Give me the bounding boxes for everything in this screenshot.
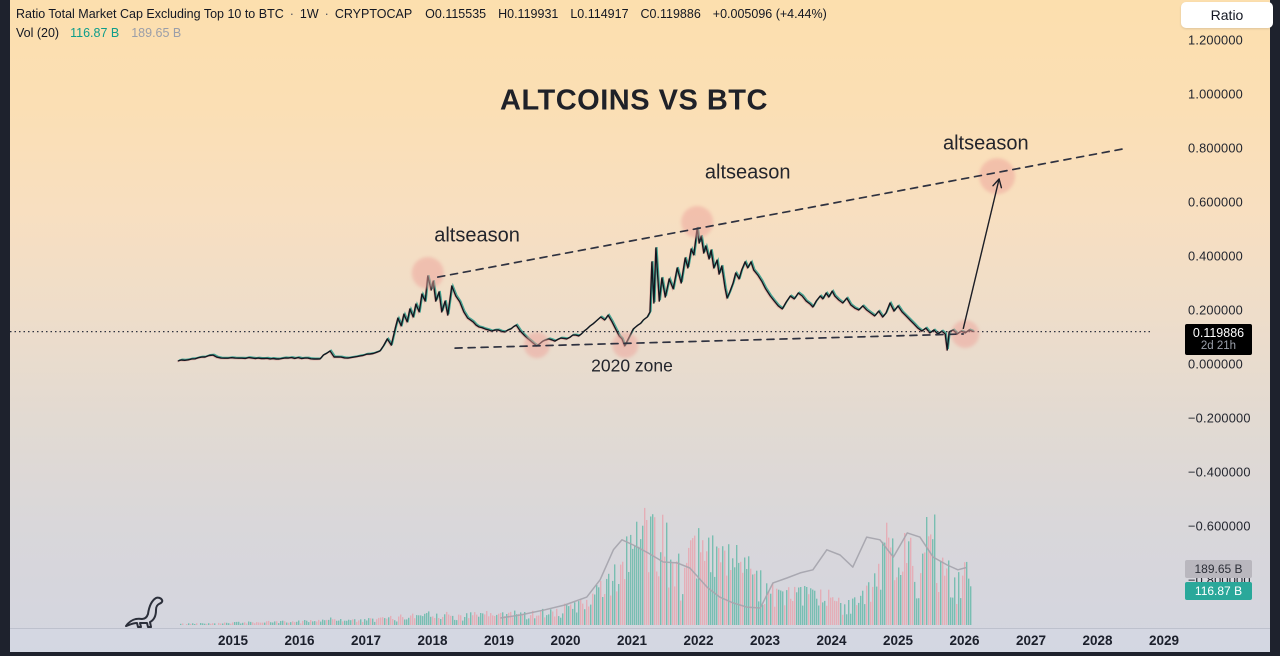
time-tick-label: 2015 bbox=[217, 633, 249, 648]
symbol-row: Ratio Total Market Cap Excluding Top 10 … bbox=[16, 6, 827, 23]
zone-2020-label: 2020 zone bbox=[591, 355, 673, 376]
left-edge-bar bbox=[0, 0, 10, 656]
price-tick-label: 0.400000 bbox=[1188, 248, 1243, 264]
time-tick-label: 2023 bbox=[749, 633, 781, 648]
separator-dot: · bbox=[289, 7, 294, 21]
price-tick-label: −0.200000 bbox=[1188, 410, 1251, 426]
close-value: C0.119886 bbox=[640, 7, 701, 21]
projection-arrow-head-2 bbox=[992, 178, 1000, 187]
time-tick-label: 2022 bbox=[683, 633, 714, 648]
altseason-label-2: altseason bbox=[704, 161, 791, 184]
ratio-button[interactable]: Ratio bbox=[1181, 2, 1273, 28]
time-tick-label: 2016 bbox=[284, 633, 315, 648]
volume-current-badge: 116.87 B bbox=[1185, 582, 1252, 600]
current-price-value: 0.119886 bbox=[1192, 326, 1245, 340]
exchange-label[interactable]: CRYPTOCAP bbox=[334, 7, 413, 21]
price-tick-label: 1.200000 bbox=[1188, 32, 1243, 48]
time-tick-label: 2026 bbox=[949, 633, 980, 648]
separator-dot: · bbox=[324, 7, 329, 21]
volume-indicator-label[interactable]: Vol (20) bbox=[16, 26, 60, 40]
volume-ma-badge: 189.65 B bbox=[1185, 560, 1252, 578]
volume-row: Vol (20) 116.87 B 189.65 B bbox=[16, 25, 827, 42]
price-tick-label: 0.000000 bbox=[1188, 356, 1243, 372]
price-tick-label: −0.600000 bbox=[1188, 518, 1251, 534]
volume-ma-line bbox=[500, 532, 967, 619]
price-line-teal-fringe bbox=[178, 226, 975, 361]
trendline-2 bbox=[454, 333, 965, 349]
timeframe-label[interactable]: 1W bbox=[299, 7, 319, 21]
dinosaur-icon bbox=[125, 596, 164, 628]
bar-countdown: 2d 21h bbox=[1200, 340, 1237, 352]
price-tick-label: 0.200000 bbox=[1188, 302, 1243, 318]
chart-title-text: ALTCOINS VS BTC bbox=[500, 84, 768, 117]
highlight-circle-4 bbox=[681, 206, 714, 238]
volume-ma-value: 189.65 B bbox=[131, 26, 182, 40]
time-tick-label: 2029 bbox=[1148, 633, 1180, 648]
time-tick-label: 2024 bbox=[816, 633, 847, 648]
projection-arrow-shaft bbox=[962, 178, 1000, 330]
projection-arrow-head-1 bbox=[998, 178, 1003, 189]
highlight-circle-6 bbox=[951, 320, 980, 348]
price-line bbox=[177, 227, 974, 362]
altseason-label-1: altseason bbox=[434, 224, 520, 247]
current-price-badge: 0.119886 2d 21h bbox=[1185, 324, 1252, 355]
price-tick-label: 0.800000 bbox=[1188, 140, 1243, 156]
volume-bars bbox=[180, 507, 972, 625]
high-value: H0.119931 bbox=[498, 7, 559, 21]
time-tick-label: 2028 bbox=[1082, 633, 1113, 648]
time-scale[interactable]: 2015 2016 2017 2018 2019 2020 2021 2022 2023 2024… bbox=[10, 630, 1270, 652]
highlight-circle-3 bbox=[612, 332, 639, 359]
price-scale[interactable]: 0.119886 2d 21h 189.65 B 116.87 B 1.2000… bbox=[1180, 0, 1270, 628]
highlight-circle-1 bbox=[411, 257, 444, 289]
time-tick-label: 2019 bbox=[483, 633, 515, 648]
bottom-edge-bar bbox=[0, 652, 1280, 656]
time-tick-label: 2020 bbox=[550, 633, 581, 648]
symbol-title[interactable]: Ratio Total Market Cap Excluding Top 10 … bbox=[16, 7, 284, 21]
chart-legend: Ratio Total Market Cap Excluding Top 10 … bbox=[16, 6, 827, 42]
altseason-label-3: altseason bbox=[942, 132, 1029, 155]
price-tick-label: 1.000000 bbox=[1188, 86, 1243, 102]
price-line-rose-fringe bbox=[176, 228, 973, 363]
time-tick-label: 2021 bbox=[616, 633, 648, 648]
time-tick-label: 2017 bbox=[350, 633, 382, 648]
time-tick-label: 2025 bbox=[882, 633, 914, 648]
right-edge-bar bbox=[1270, 0, 1280, 656]
time-tick-label: 2027 bbox=[1015, 633, 1047, 648]
price-tick-label: 0.600000 bbox=[1188, 194, 1243, 210]
volume-current-value: 116.87 B bbox=[70, 26, 120, 40]
open-value: O0.115535 bbox=[425, 7, 487, 21]
time-tick-label: 2018 bbox=[417, 633, 448, 648]
low-value: L0.114917 bbox=[570, 7, 629, 21]
highlight-circle-5 bbox=[979, 158, 1016, 195]
price-tick-label: −0.400000 bbox=[1188, 464, 1251, 480]
time-axis-band bbox=[10, 628, 1270, 652]
change-value: +0.005096 (+4.44%) bbox=[712, 7, 827, 21]
